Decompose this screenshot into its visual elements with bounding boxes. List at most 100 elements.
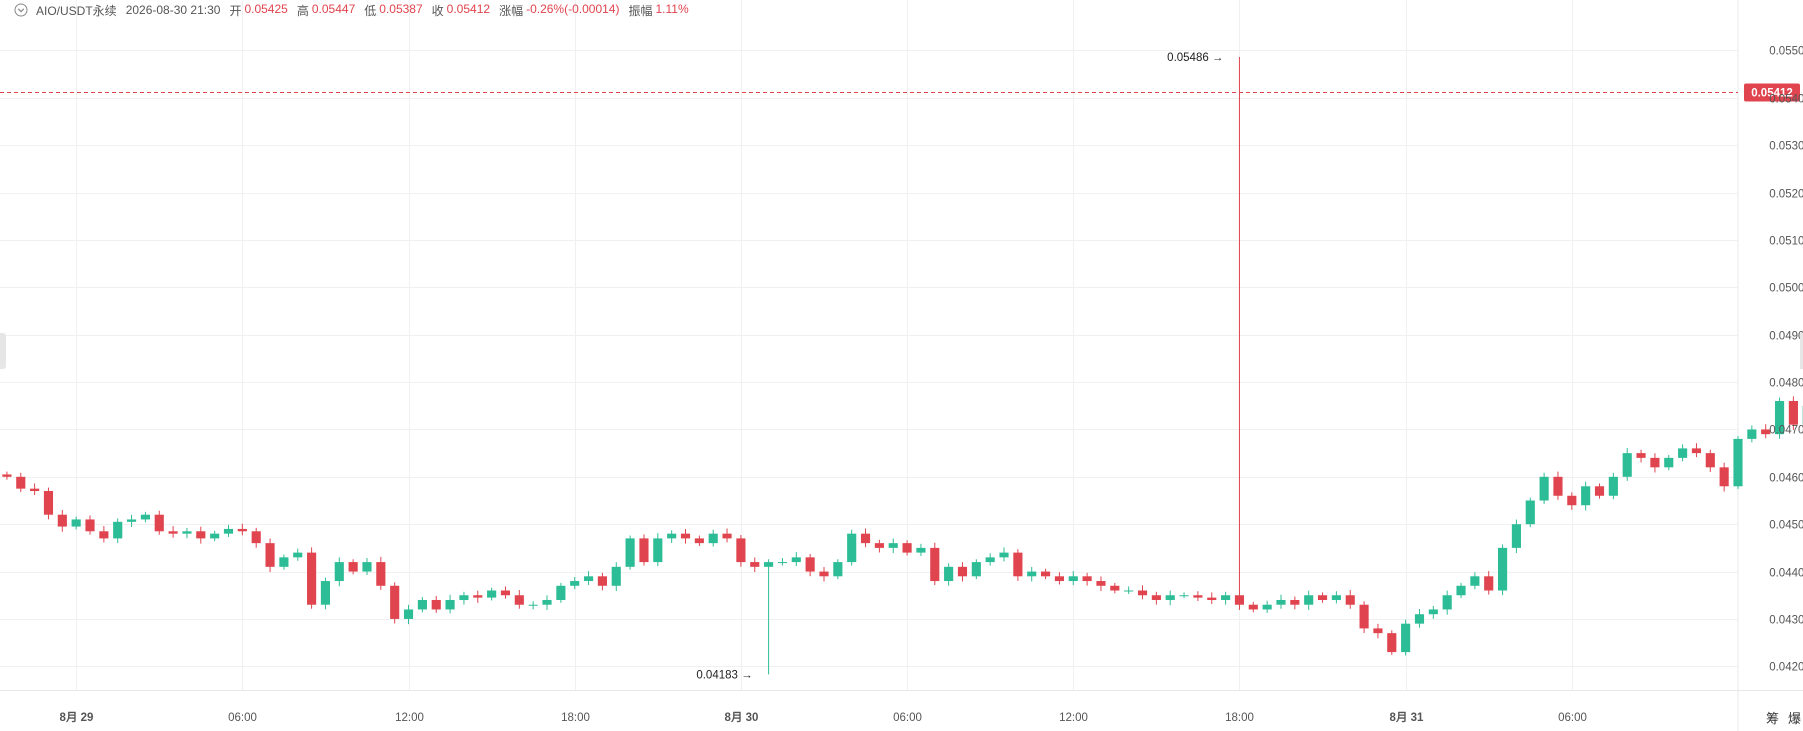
amplitude-value: 1.11%	[655, 1, 689, 16]
close-value: 0.05412	[446, 1, 491, 16]
candle	[847, 529, 857, 566]
candle-body	[1498, 547, 1508, 591]
candle-body	[1470, 576, 1480, 586]
symbol-info-bar: AIO/USDT永续 2026-08-30 21:30 开 0.05425 高 0.…	[0, 0, 692, 20]
candle-body	[1622, 453, 1632, 477]
candle-body	[611, 566, 621, 586]
amplitude-label: 振幅	[628, 3, 653, 18]
candle-body	[223, 528, 234, 534]
candle	[597, 572, 607, 591]
chevron-down-icon[interactable]	[14, 3, 28, 17]
candle	[570, 577, 580, 590]
chart-overlay: 0.05412 0.05486 → 0.04183 →	[0, 52, 1800, 681]
symbol-name[interactable]: AIO/USDT永续	[36, 3, 117, 18]
candle	[113, 518, 123, 544]
candle	[182, 527, 192, 539]
candle-body	[307, 552, 317, 605]
high-label: 高	[296, 3, 309, 18]
time-axis[interactable]: 8月 29 06:00 12:00 18:00 8月 30 06:00 12:00 18:00…	[60, 711, 1587, 724]
candle-body	[126, 519, 137, 522]
right-panel-handle[interactable]	[1800, 333, 1803, 369]
candle-body	[1387, 633, 1397, 653]
candle-body	[1082, 576, 1092, 582]
candle	[1151, 591, 1161, 605]
candle-body	[1248, 604, 1258, 610]
time-tick-label: 06:00	[228, 712, 257, 724]
candle-body	[99, 531, 109, 539]
candle-body	[1027, 571, 1037, 577]
candle-body	[265, 543, 275, 567]
time-tick-label: 06:00	[893, 712, 922, 724]
candle	[833, 559, 843, 580]
candle-body	[334, 562, 344, 582]
candle	[1525, 497, 1535, 528]
candle-body	[1747, 429, 1757, 439]
candle-body	[279, 557, 289, 567]
last-price-badge	[1744, 83, 1800, 102]
candle	[1193, 591, 1203, 602]
candle	[1511, 519, 1521, 554]
candle-body	[902, 543, 912, 553]
candle	[473, 590, 483, 603]
time-tick-label: 12:00	[395, 712, 424, 724]
candle-body	[1124, 590, 1134, 592]
low-value: 0.05387	[379, 1, 423, 16]
candle-body	[1650, 457, 1660, 468]
candle	[30, 483, 40, 496]
candle	[210, 530, 220, 542]
candle-body	[57, 514, 67, 527]
candle	[251, 527, 261, 548]
candle-body	[1013, 552, 1023, 577]
candle-body	[625, 538, 635, 567]
candle	[403, 604, 414, 625]
candle-body	[805, 557, 815, 572]
candle-body	[390, 585, 400, 619]
candle	[1567, 492, 1577, 510]
candle-body	[570, 581, 580, 586]
candle-body	[1428, 609, 1438, 615]
candle-body	[597, 576, 607, 586]
candle	[168, 526, 178, 538]
candle-body	[1484, 576, 1494, 591]
candle	[1331, 591, 1341, 604]
candle-body	[1511, 524, 1521, 548]
candle-body	[1054, 576, 1064, 582]
candle	[1650, 453, 1660, 473]
candle	[223, 524, 234, 538]
candle	[916, 543, 926, 557]
candle	[1317, 592, 1328, 603]
left-panel-handle[interactable]	[0, 333, 6, 369]
candle	[1124, 586, 1134, 594]
candle	[694, 535, 704, 546]
candle-body	[985, 557, 995, 563]
candle	[1290, 596, 1300, 610]
candle-body	[736, 538, 746, 563]
candle	[1594, 483, 1605, 499]
liquidation-tool-label[interactable]: 爆	[1788, 711, 1802, 726]
candle	[445, 594, 455, 614]
candle-body	[777, 562, 788, 564]
high-price-annotation: 0.05486 →	[1167, 52, 1223, 64]
candle	[2, 471, 12, 480]
candle	[805, 553, 815, 577]
candle-body	[30, 488, 40, 492]
high-value: 0.05447	[311, 1, 356, 16]
candle	[750, 557, 760, 573]
candle	[1484, 571, 1494, 595]
candle	[1054, 572, 1064, 585]
chips-tool-label[interactable]: 筹	[1766, 711, 1780, 726]
candle-body	[362, 562, 372, 572]
candle-body	[1345, 595, 1355, 605]
candle-body	[874, 543, 884, 548]
candle-body	[1373, 628, 1383, 634]
candle	[154, 510, 164, 535]
